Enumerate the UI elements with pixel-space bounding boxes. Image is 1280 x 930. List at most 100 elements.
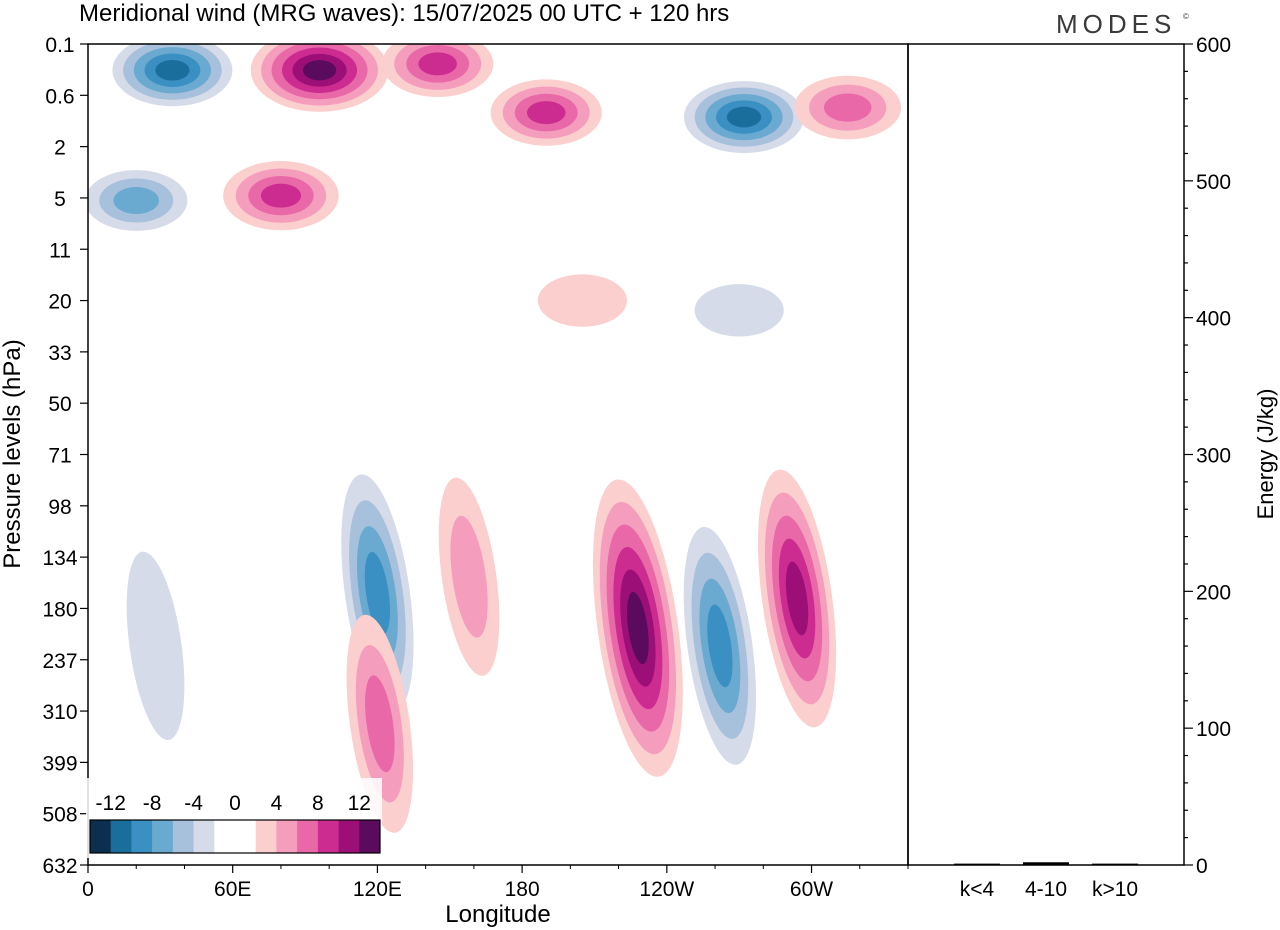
contour-level <box>113 186 160 214</box>
contour-level <box>260 183 302 208</box>
negative-wind-cell <box>694 284 784 337</box>
colorbar: -12 -8 -4 0 4 8 12 <box>86 778 382 858</box>
energy-bar <box>954 863 1000 865</box>
contour-level <box>364 551 391 635</box>
longitude-tick-label: 180 <box>505 878 540 901</box>
contour-level <box>365 675 395 773</box>
pressure-tick-label: 20 <box>48 291 71 314</box>
longitude-tick-label: 120E <box>353 878 402 901</box>
energy-category-label: k<4 <box>960 878 995 901</box>
colorbar-label: 0 <box>229 792 241 815</box>
contour-level <box>302 60 337 81</box>
energy-tick-label: 100 <box>1196 718 1231 741</box>
pressure-tick-label: 2 <box>54 137 66 160</box>
energy-tick-label: 0 <box>1196 855 1208 878</box>
longitude-tick-label: 120W <box>639 878 694 901</box>
longitude-axis: 0 60E 120E 180 120W 60W <box>82 865 909 901</box>
colorbar-swatch <box>359 820 381 853</box>
pressure-tick-label: 632 <box>42 855 77 878</box>
pressure-axis-label: Pressure levels (hPa) <box>0 339 26 568</box>
energy-tick-label: 400 <box>1196 308 1231 331</box>
colorbar-swatch <box>338 820 360 853</box>
energy-tick-label: 500 <box>1196 171 1231 194</box>
colorbar-swatch <box>255 820 277 853</box>
positive-wind-cell <box>382 44 494 98</box>
energy-tick-label: 600 <box>1196 34 1231 57</box>
pressure-tick-label: 50 <box>48 393 71 416</box>
energy-category-label: 4-10 <box>1025 878 1067 901</box>
pressure-tick-label: 399 <box>42 752 77 775</box>
figure-title: Meridional wind (MRG waves): 15/07/2025 … <box>79 0 729 27</box>
colorbar-label: -4 <box>184 792 203 815</box>
energy-tick-label: 300 <box>1196 445 1231 468</box>
longitude-tick-label: 60E <box>214 878 251 901</box>
positive-wind-cell <box>757 469 837 728</box>
energy-bar <box>1023 862 1069 865</box>
contour-level <box>627 592 649 665</box>
pressure-tick-label: 310 <box>42 701 77 724</box>
energy-bars <box>954 862 1138 865</box>
colorbar-label: -8 <box>143 792 162 815</box>
positive-wind-cell <box>438 477 500 676</box>
colorbar-swatch <box>297 820 319 853</box>
contour-level <box>824 93 872 122</box>
pressure-tick-label: 0.6 <box>45 85 74 108</box>
energy-axis: 0 100 200 300 400 500 600 <box>1184 34 1231 878</box>
contour-level <box>537 274 628 327</box>
pressure-tick-label: 508 <box>42 804 77 827</box>
positive-wind-cell <box>490 79 602 146</box>
longitude-tick-label: 60W <box>790 878 833 901</box>
positive-wind-cell <box>592 479 683 777</box>
contour-level <box>126 551 185 741</box>
energy-category-label: k>10 <box>1092 878 1138 901</box>
modes-logo: MODES © <box>1056 9 1189 39</box>
pressure-tick-label: 134 <box>42 547 77 570</box>
negative-wind-cell <box>684 81 804 154</box>
colorbar-swatch <box>172 820 194 853</box>
negative-wind-cell <box>88 170 188 231</box>
longitude-axis-label: Longitude <box>445 901 550 928</box>
contour-level <box>526 101 566 125</box>
positive-wind-cell <box>250 44 389 112</box>
energy-category-labels: k<4 4-10 k>10 <box>960 878 1138 901</box>
contour-level <box>785 561 809 636</box>
contour-level <box>155 59 190 81</box>
colorbar-swatch <box>152 820 174 853</box>
energy-tick-label: 200 <box>1196 581 1231 604</box>
pressure-tick-label: 98 <box>48 496 71 519</box>
pressure-tick-label: 71 <box>48 445 71 468</box>
heatmap-plot-area <box>88 44 908 865</box>
negative-wind-cell <box>112 44 233 107</box>
wind-field-contours <box>88 44 902 833</box>
pressure-tick-label: 180 <box>42 598 77 621</box>
colorbar-swatch <box>193 820 215 853</box>
positive-wind-cell <box>537 274 628 327</box>
energy-bar <box>1092 863 1138 865</box>
colorbar-swatch <box>214 820 236 853</box>
contour-level <box>694 284 784 337</box>
colorbar-label: 4 <box>271 792 283 815</box>
longitude-tick-label: 0 <box>82 878 94 901</box>
pressure-tick-label: 33 <box>48 342 71 365</box>
contour-level <box>450 515 488 638</box>
colorbar-label: 12 <box>348 792 371 815</box>
negative-wind-cell <box>683 526 757 765</box>
colorbar-swatch <box>90 820 112 853</box>
pressure-tick-label: 11 <box>49 239 71 262</box>
negative-wind-cell <box>126 551 185 741</box>
colorbar-frame <box>89 819 381 854</box>
colorbar-swatch <box>317 820 339 853</box>
contour-level <box>707 604 733 688</box>
colorbar-label: 8 <box>312 792 324 815</box>
colorbar-swatch <box>110 820 132 853</box>
colorbar-swatch <box>131 820 153 853</box>
pressure-tick-label: 0.1 <box>45 34 74 57</box>
positive-wind-cell <box>223 161 339 231</box>
colorbar-swatch <box>276 820 298 853</box>
contour-level <box>726 106 762 128</box>
energy-plot-area <box>907 43 1185 866</box>
contour-level <box>418 52 458 76</box>
colorbar-swatch <box>235 820 257 853</box>
positive-wind-cell <box>794 75 902 140</box>
